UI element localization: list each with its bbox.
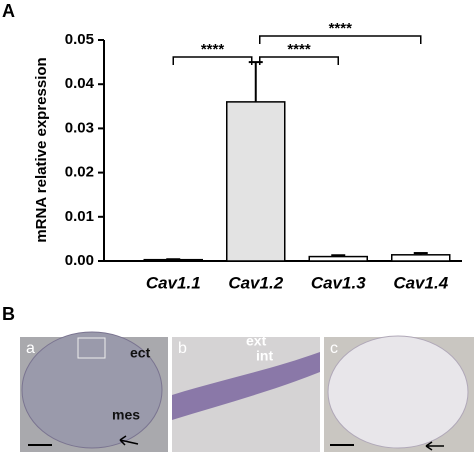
tissue (172, 352, 320, 420)
y-tick-label: 0.01 (65, 208, 94, 225)
image-letter: c (330, 340, 338, 357)
significance-bracket (259, 56, 339, 65)
image-letter: b (178, 340, 187, 357)
image-label: int (256, 348, 273, 364)
y-tick-label: 0.03 (65, 119, 94, 136)
bar (143, 258, 203, 262)
significance-label: **** (287, 41, 311, 58)
arrow (425, 441, 444, 451)
significance-bracket (172, 56, 253, 65)
panel-label: A (2, 1, 15, 21)
bar (308, 255, 368, 262)
y-tick-label: 0.05 (65, 31, 94, 48)
y-tick-label: 0.00 (65, 252, 94, 269)
x-tick-label: Cav1.4 (393, 273, 448, 292)
y-axis-label: mRNA relative expression (33, 57, 50, 242)
image-label: ext (246, 333, 267, 349)
y-tick-label: 0.02 (65, 164, 94, 181)
embryo (327, 335, 469, 449)
significance-label: **** (329, 20, 353, 37)
image-label: mes (112, 407, 140, 423)
y-tick-label: 0.04 (65, 75, 95, 92)
x-tick-label: Cav1.2 (228, 273, 283, 292)
significance-label: **** (201, 41, 225, 58)
panel-label: B (2, 304, 15, 324)
image-letter: a (26, 340, 35, 357)
image-label: ect (130, 345, 151, 361)
embryo (21, 331, 163, 449)
arrow (119, 435, 139, 446)
bar (391, 254, 451, 262)
bar (226, 101, 286, 262)
significance-bracket (259, 35, 422, 44)
inset-box (77, 337, 106, 359)
x-tick-label: Cav1.3 (311, 273, 366, 292)
x-tick-label: Cav1.1 (146, 273, 201, 292)
